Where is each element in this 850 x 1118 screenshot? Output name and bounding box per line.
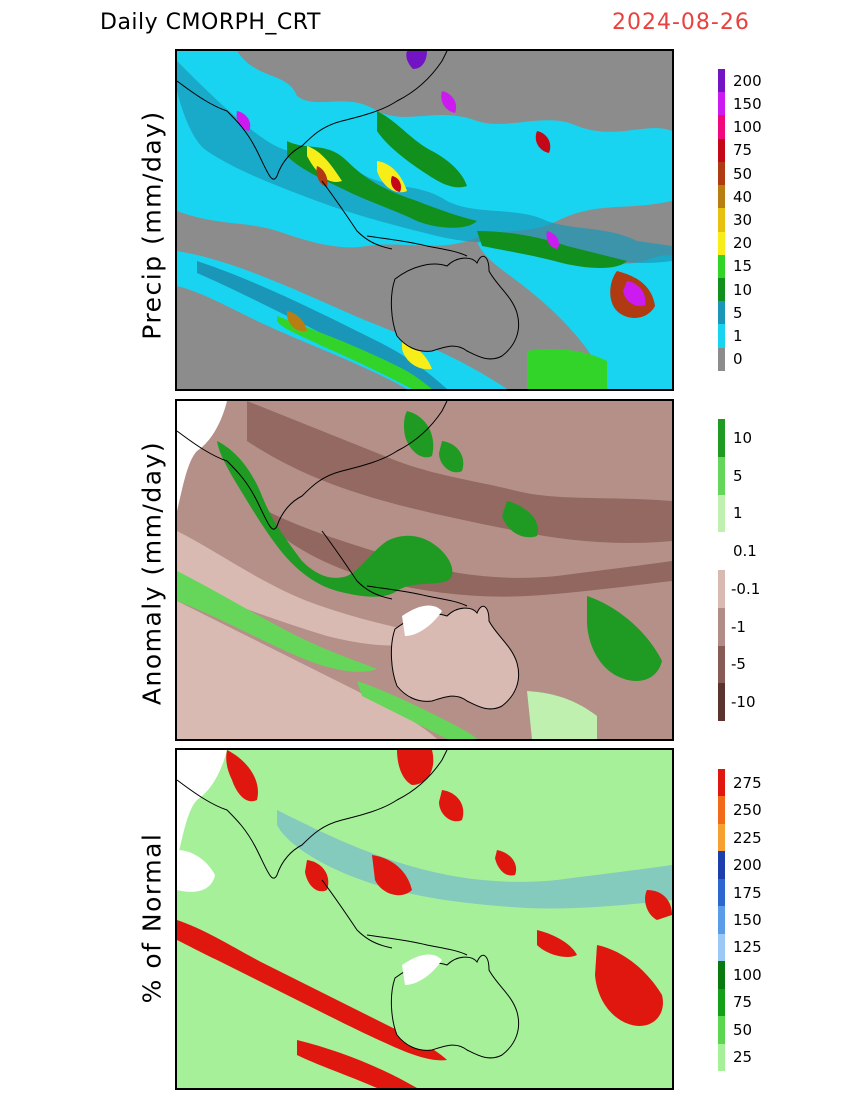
colorbar-tick-label: 30 bbox=[733, 211, 753, 229]
colorbar-tick-label: 200 bbox=[733, 71, 762, 90]
colorbar-tick-label: 5 bbox=[733, 466, 743, 485]
colorbar-tick-label: -5 bbox=[731, 655, 746, 674]
colorbar-swatch bbox=[718, 301, 725, 325]
anomaly-colorbar bbox=[718, 419, 725, 721]
colorbar-swatch bbox=[718, 532, 725, 570]
colorbar-tick-label: 100 bbox=[733, 118, 762, 137]
colorbar-swatch bbox=[718, 607, 725, 646]
anomaly-map-canvas bbox=[177, 401, 672, 739]
colorbar-swatch bbox=[718, 988, 725, 1017]
colorbar-swatch bbox=[718, 208, 725, 232]
colorbar-tick-label: 50 bbox=[733, 164, 753, 183]
colorbar-swatch bbox=[718, 796, 725, 824]
colorbar-swatch bbox=[718, 254, 725, 278]
precip-map-canvas bbox=[177, 51, 672, 389]
colorbar-swatch bbox=[718, 115, 725, 139]
colorbar-swatch bbox=[718, 933, 725, 962]
colorbar-swatch bbox=[718, 456, 725, 495]
colorbar-swatch bbox=[718, 823, 725, 852]
chart-title: Daily CMORPH_CRT bbox=[100, 10, 321, 35]
ylabel-percent: % of Normal bbox=[137, 832, 167, 1004]
colorbar-tick-label: 75 bbox=[733, 141, 753, 160]
colorbar-swatch bbox=[718, 961, 725, 989]
colorbar-tick-label: -1 bbox=[731, 617, 746, 636]
precip-map bbox=[175, 49, 674, 391]
colorbar-tick-label: 75 bbox=[733, 993, 753, 1012]
colorbar-tick-label: 100 bbox=[733, 965, 762, 984]
colorbar-swatch bbox=[718, 570, 725, 608]
colorbar-tick-label: 175 bbox=[733, 883, 762, 902]
colorbar-tick-label: 15 bbox=[733, 257, 753, 276]
ylabel-anomaly: Anomaly (mm/day) bbox=[137, 440, 167, 706]
colorbar-swatch bbox=[718, 324, 725, 348]
colorbar-swatch bbox=[718, 419, 725, 457]
colorbar-swatch bbox=[718, 645, 725, 684]
colorbar-swatch bbox=[718, 851, 725, 879]
colorbar-tick-label: 0 bbox=[733, 350, 743, 369]
colorbar-tick-label: 225 bbox=[733, 828, 762, 847]
colorbar-tick-label: 0.1 bbox=[733, 542, 757, 561]
colorbar-tick-label: -10 bbox=[731, 693, 756, 712]
colorbar-swatch bbox=[718, 878, 725, 907]
anomaly-map bbox=[175, 399, 674, 741]
colorbar-tick-label: 200 bbox=[733, 856, 762, 875]
percent-map-canvas bbox=[177, 750, 672, 1088]
colorbar-tick-label: 50 bbox=[733, 1020, 753, 1039]
colorbar-tick-label: 5 bbox=[733, 303, 743, 322]
colorbar-swatch bbox=[718, 347, 725, 371]
colorbar-tick-label: 10 bbox=[733, 280, 753, 299]
colorbar-swatch bbox=[718, 92, 725, 116]
colorbar-tick-label: 10 bbox=[733, 428, 753, 447]
percent-map bbox=[175, 748, 674, 1090]
colorbar-swatch bbox=[718, 1016, 725, 1044]
ylabel-precip: Precip (mm/day) bbox=[137, 110, 167, 340]
colorbar-swatch bbox=[718, 277, 725, 302]
chart-date: 2024-08-26 bbox=[612, 10, 750, 35]
colorbar-swatch bbox=[718, 494, 725, 533]
colorbar-tick-label: 1 bbox=[733, 504, 743, 523]
colorbar-swatch bbox=[718, 1043, 725, 1071]
colorbar-tick-label: 125 bbox=[733, 938, 762, 957]
colorbar-tick-label: 250 bbox=[733, 801, 762, 820]
colorbar-swatch bbox=[718, 231, 725, 255]
percent-colorbar bbox=[718, 769, 725, 1071]
colorbar-swatch bbox=[718, 683, 725, 721]
colorbar-swatch bbox=[718, 138, 725, 162]
colorbar-tick-label: 40 bbox=[733, 187, 753, 206]
colorbar-tick-label: 25 bbox=[733, 1048, 753, 1067]
colorbar-tick-label: -0.1 bbox=[731, 579, 761, 598]
precip-colorbar bbox=[718, 69, 725, 371]
colorbar-tick-label: 150 bbox=[733, 911, 762, 929]
colorbar-tick-label: 150 bbox=[733, 94, 762, 113]
colorbar-swatch bbox=[718, 906, 725, 934]
colorbar-tick-label: 1 bbox=[733, 327, 743, 346]
colorbar-swatch bbox=[718, 69, 725, 93]
colorbar-tick-label: 20 bbox=[733, 234, 753, 253]
colorbar-swatch bbox=[718, 769, 725, 797]
colorbar-swatch bbox=[718, 185, 725, 209]
colorbar-swatch bbox=[718, 161, 725, 186]
colorbar-tick-label: 275 bbox=[733, 773, 762, 792]
